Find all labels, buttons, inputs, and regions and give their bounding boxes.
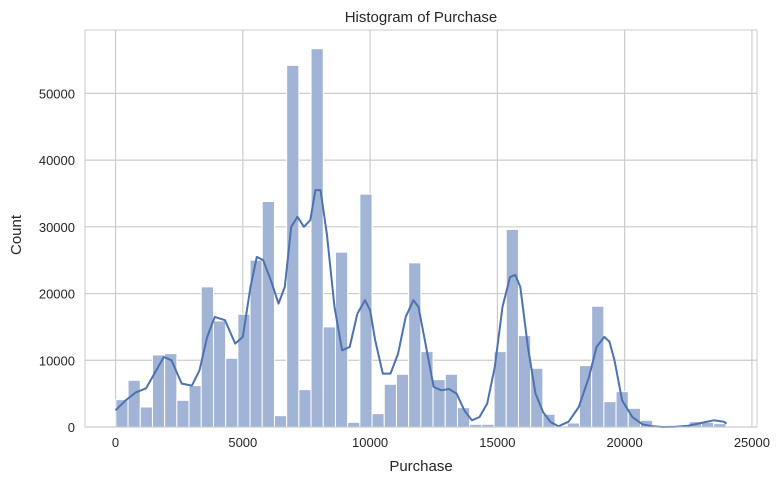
histogram-bar: [347, 421, 361, 428]
histogram-bar: [505, 229, 519, 428]
x-tick-label: 10000: [352, 435, 388, 450]
chart-title: Histogram of Purchase: [345, 9, 498, 26]
histogram-bar: [371, 413, 385, 428]
histogram-bar: [713, 423, 727, 428]
y-tick-label: 30000: [39, 220, 75, 235]
histogram-bar: [591, 305, 605, 428]
histogram-bar: [273, 415, 288, 428]
histogram-bar: [322, 326, 336, 428]
y-tick-label: 0: [68, 420, 75, 435]
histogram-bar: [188, 385, 202, 428]
plot-frame: [84, 29, 758, 428]
histogram-bar: [298, 389, 312, 428]
y-axis-label: Count: [8, 214, 25, 255]
histogram-bar: [420, 351, 434, 428]
x-tick-label: 0: [112, 435, 119, 450]
histogram-bar: [383, 383, 397, 428]
histogram-bar: [261, 200, 275, 428]
histogram-bar: [249, 259, 263, 428]
x-tick-label: 15000: [479, 435, 515, 450]
histogram-bar: [164, 353, 178, 428]
histogram-bar: [444, 373, 458, 428]
histogram-bar: [334, 251, 349, 428]
histogram-bar: [139, 406, 153, 428]
y-tick-label: 40000: [39, 153, 75, 168]
histogram-bars: [115, 48, 727, 428]
histogram-bar: [212, 320, 227, 428]
histogram-bar: [176, 399, 190, 428]
kde-curve: [114, 189, 728, 428]
histogram-bar: [566, 422, 580, 428]
x-axis-label: Purchase: [389, 458, 452, 475]
x-axis-ticks: 0 5000 10000 15000 20000 25000: [112, 435, 770, 450]
x-tick-label: 20000: [607, 435, 643, 450]
y-tick-label: 20000: [39, 287, 75, 302]
x-tick-label: 25000: [734, 435, 770, 450]
histogram-bar: [225, 357, 239, 428]
x-tick-label: 5000: [228, 435, 257, 450]
histogram-bar: [408, 262, 422, 428]
y-tick-label: 50000: [39, 86, 75, 101]
histogram-bar: [603, 401, 617, 428]
y-tick-label: 10000: [39, 353, 75, 368]
histogram-bar: [395, 373, 410, 428]
histogram-bar: [310, 48, 324, 428]
y-axis-ticks: 0 10000 20000 30000 40000 50000: [39, 86, 75, 435]
histogram-bar: [127, 379, 141, 428]
